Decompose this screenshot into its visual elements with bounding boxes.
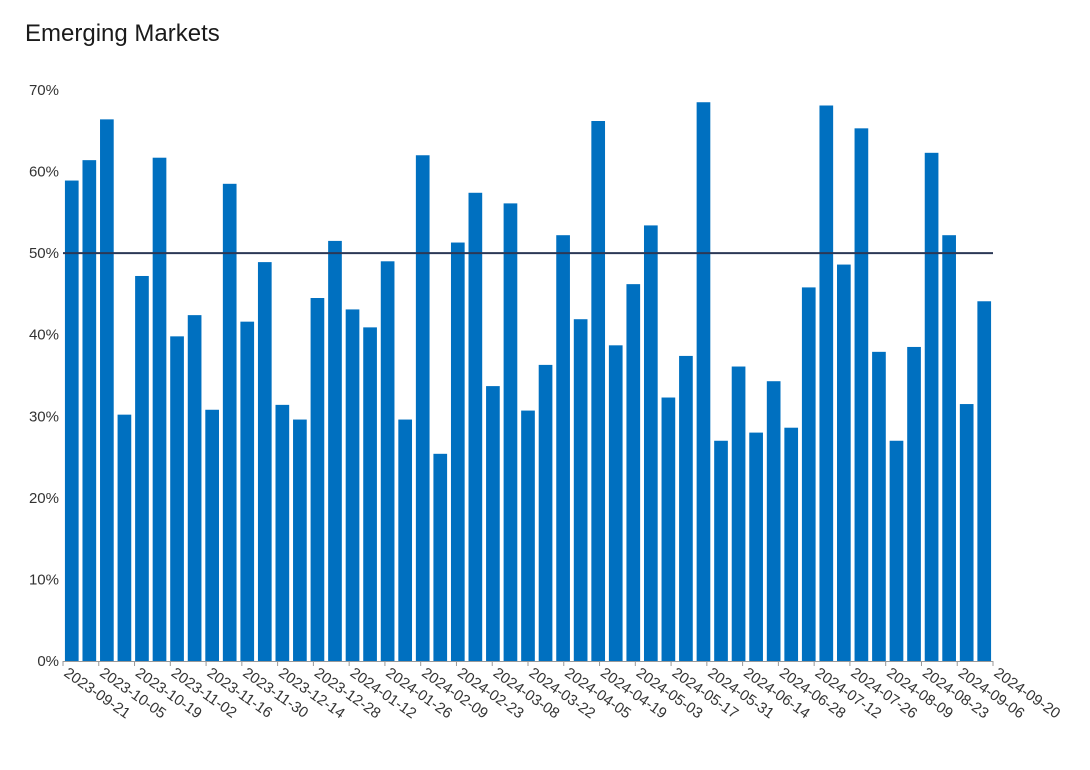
bar: [187, 315, 202, 661]
bar: [170, 336, 184, 661]
bar: [889, 440, 904, 661]
bar: [135, 275, 149, 661]
bar: [293, 419, 307, 661]
bar: [521, 410, 535, 661]
bar: [450, 242, 465, 661]
y-tick-label: 70%: [29, 82, 59, 99]
y-tick-label: 30%: [29, 408, 59, 425]
y-tick-label: 20%: [29, 490, 59, 507]
bar: [82, 160, 97, 661]
bar: [415, 155, 430, 661]
bar: [696, 102, 711, 661]
bar: [100, 119, 114, 661]
bar: [766, 381, 781, 661]
bar: [310, 298, 325, 661]
y-tick-label: 60%: [29, 164, 59, 181]
bar: [328, 240, 342, 661]
bar: [591, 120, 606, 662]
bar: [433, 453, 448, 661]
bar: [538, 364, 553, 661]
bar: [503, 203, 518, 662]
bar: [152, 157, 167, 661]
bar: [784, 427, 799, 661]
chart-title: Emerging Markets: [25, 20, 220, 47]
bar: [977, 301, 992, 661]
y-axis: 0% 10% 20% 30% 40% 50% 60% 70%: [29, 82, 59, 670]
bar: [801, 287, 816, 661]
x-axis: 2023-09-212023-10-052023-10-192023-11-02…: [61, 661, 1063, 722]
bar: [275, 404, 290, 661]
bar: [205, 409, 219, 661]
bar: [64, 180, 79, 661]
bar: [837, 264, 851, 661]
bar: [257, 262, 272, 661]
bar: [661, 397, 676, 661]
bar: [679, 355, 693, 661]
bar: [573, 319, 588, 661]
bar: [117, 414, 132, 661]
bar: [924, 152, 939, 661]
bar: [854, 128, 869, 662]
bar: [345, 309, 360, 661]
bar: [468, 192, 483, 661]
y-tick-label: 0%: [37, 653, 59, 670]
bar: [749, 432, 763, 661]
bar: [907, 346, 921, 661]
bar: [556, 235, 570, 661]
bar: [643, 225, 658, 661]
y-tick-label: 40%: [29, 327, 59, 344]
bar: [608, 345, 623, 661]
y-tick-label: 10%: [29, 571, 59, 588]
bar: [240, 321, 255, 661]
bar: [398, 419, 413, 661]
bar: [714, 440, 728, 661]
bar: [363, 327, 377, 661]
bar: [731, 366, 746, 661]
bar: [626, 284, 641, 661]
bar: [819, 105, 834, 661]
bar: [222, 183, 237, 662]
bar: [486, 386, 500, 661]
bar: [942, 235, 956, 661]
bar: [380, 261, 395, 661]
bar: [959, 404, 974, 661]
y-tick-label: 50%: [29, 245, 59, 262]
bars: [64, 102, 992, 662]
bar: [872, 351, 886, 661]
